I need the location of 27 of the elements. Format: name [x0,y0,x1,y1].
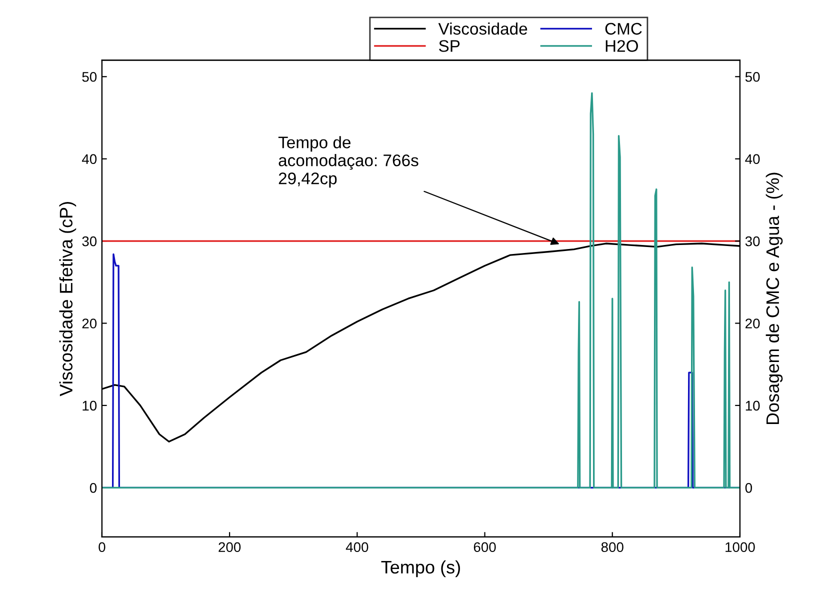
y2-tick-label: 10 [746,400,760,411]
y-axis-title: Viscosidade Efetiva (cP) [59,202,76,396]
y2-tick-label: 0 [745,482,752,493]
x-tick-label: 0 [98,542,106,552]
y-tick-label: 30 [82,236,97,246]
annotation: Tempo de acomodaçao: 766s 29,42cp [278,136,418,188]
x-axis-title: Tempo (s) [381,560,460,578]
x-tick-label: 400 [346,542,368,552]
y-tick-label: 40 [82,154,97,164]
x-tick-label: 1000 [726,542,755,552]
legend-label: CMC [605,22,642,35]
y-tick-label: 0 [90,482,97,493]
y2-axis-title: Dosagem de CMC e Agua - (%) [766,172,783,424]
y-tick-label: 20 [82,318,97,328]
y-tick-label: 10 [82,400,97,411]
y2-tick-label: 20 [746,318,760,328]
legend-label: H2O [606,40,638,52]
legend-label: SP [439,40,460,52]
y2-tick-label: 50 [745,72,760,82]
legend-label: Viscosidade [438,22,528,35]
x-tick-label: 800 [601,542,624,552]
y-tick-label: 50 [82,72,97,82]
line-series [102,92,740,488]
y2-tick-label: 40 [745,154,760,164]
x-tick-label: 600 [474,542,496,552]
y2-tick-label: 30 [745,236,760,246]
x-tick-label: 200 [218,542,241,552]
